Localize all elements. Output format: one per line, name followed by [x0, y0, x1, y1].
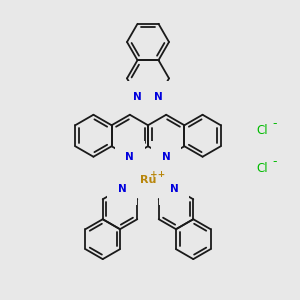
Text: -: -: [273, 118, 277, 130]
Text: -: -: [273, 155, 277, 169]
Text: N: N: [162, 152, 171, 162]
Text: Cl: Cl: [256, 161, 268, 175]
Text: N: N: [125, 152, 134, 162]
Text: N: N: [154, 92, 163, 102]
Text: ++: ++: [150, 170, 166, 179]
Text: Cl: Cl: [256, 124, 268, 136]
Text: Ru: Ru: [140, 175, 156, 185]
Text: N: N: [133, 92, 142, 102]
Text: N: N: [169, 184, 178, 194]
Text: N: N: [118, 184, 126, 194]
